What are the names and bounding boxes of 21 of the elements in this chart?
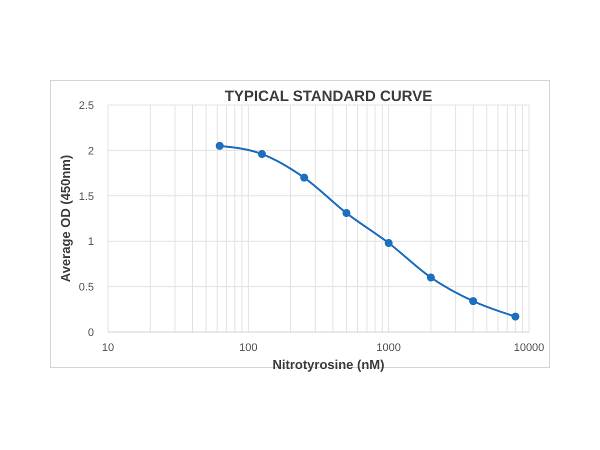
y-tick-label: 1 xyxy=(88,236,94,248)
point xyxy=(469,297,478,306)
y-axis-title: Average OD (450nm) xyxy=(58,154,73,282)
point xyxy=(384,239,393,248)
chart-title: TYPICAL STANDARD CURVE xyxy=(224,88,432,105)
point xyxy=(426,274,435,282)
point xyxy=(258,150,266,158)
y-tick-label: 1.5 xyxy=(78,190,94,203)
y-tick-label: 2 xyxy=(88,145,94,158)
point xyxy=(300,174,308,182)
y-tick-label: 0.5 xyxy=(78,282,94,294)
y-tick-label: 2.5 xyxy=(78,100,94,112)
point xyxy=(342,209,350,218)
x-tick-label: 10 xyxy=(102,342,114,354)
x-tick-label: 1000 xyxy=(376,342,401,354)
point xyxy=(216,142,224,150)
x-tick-label: 10000 xyxy=(514,342,544,354)
point xyxy=(511,312,520,321)
y-tick-label: 0 xyxy=(88,327,94,339)
x-axis-title: Nitrotyrosine (nM) xyxy=(272,357,384,372)
x-tick-label: 100 xyxy=(239,342,258,354)
